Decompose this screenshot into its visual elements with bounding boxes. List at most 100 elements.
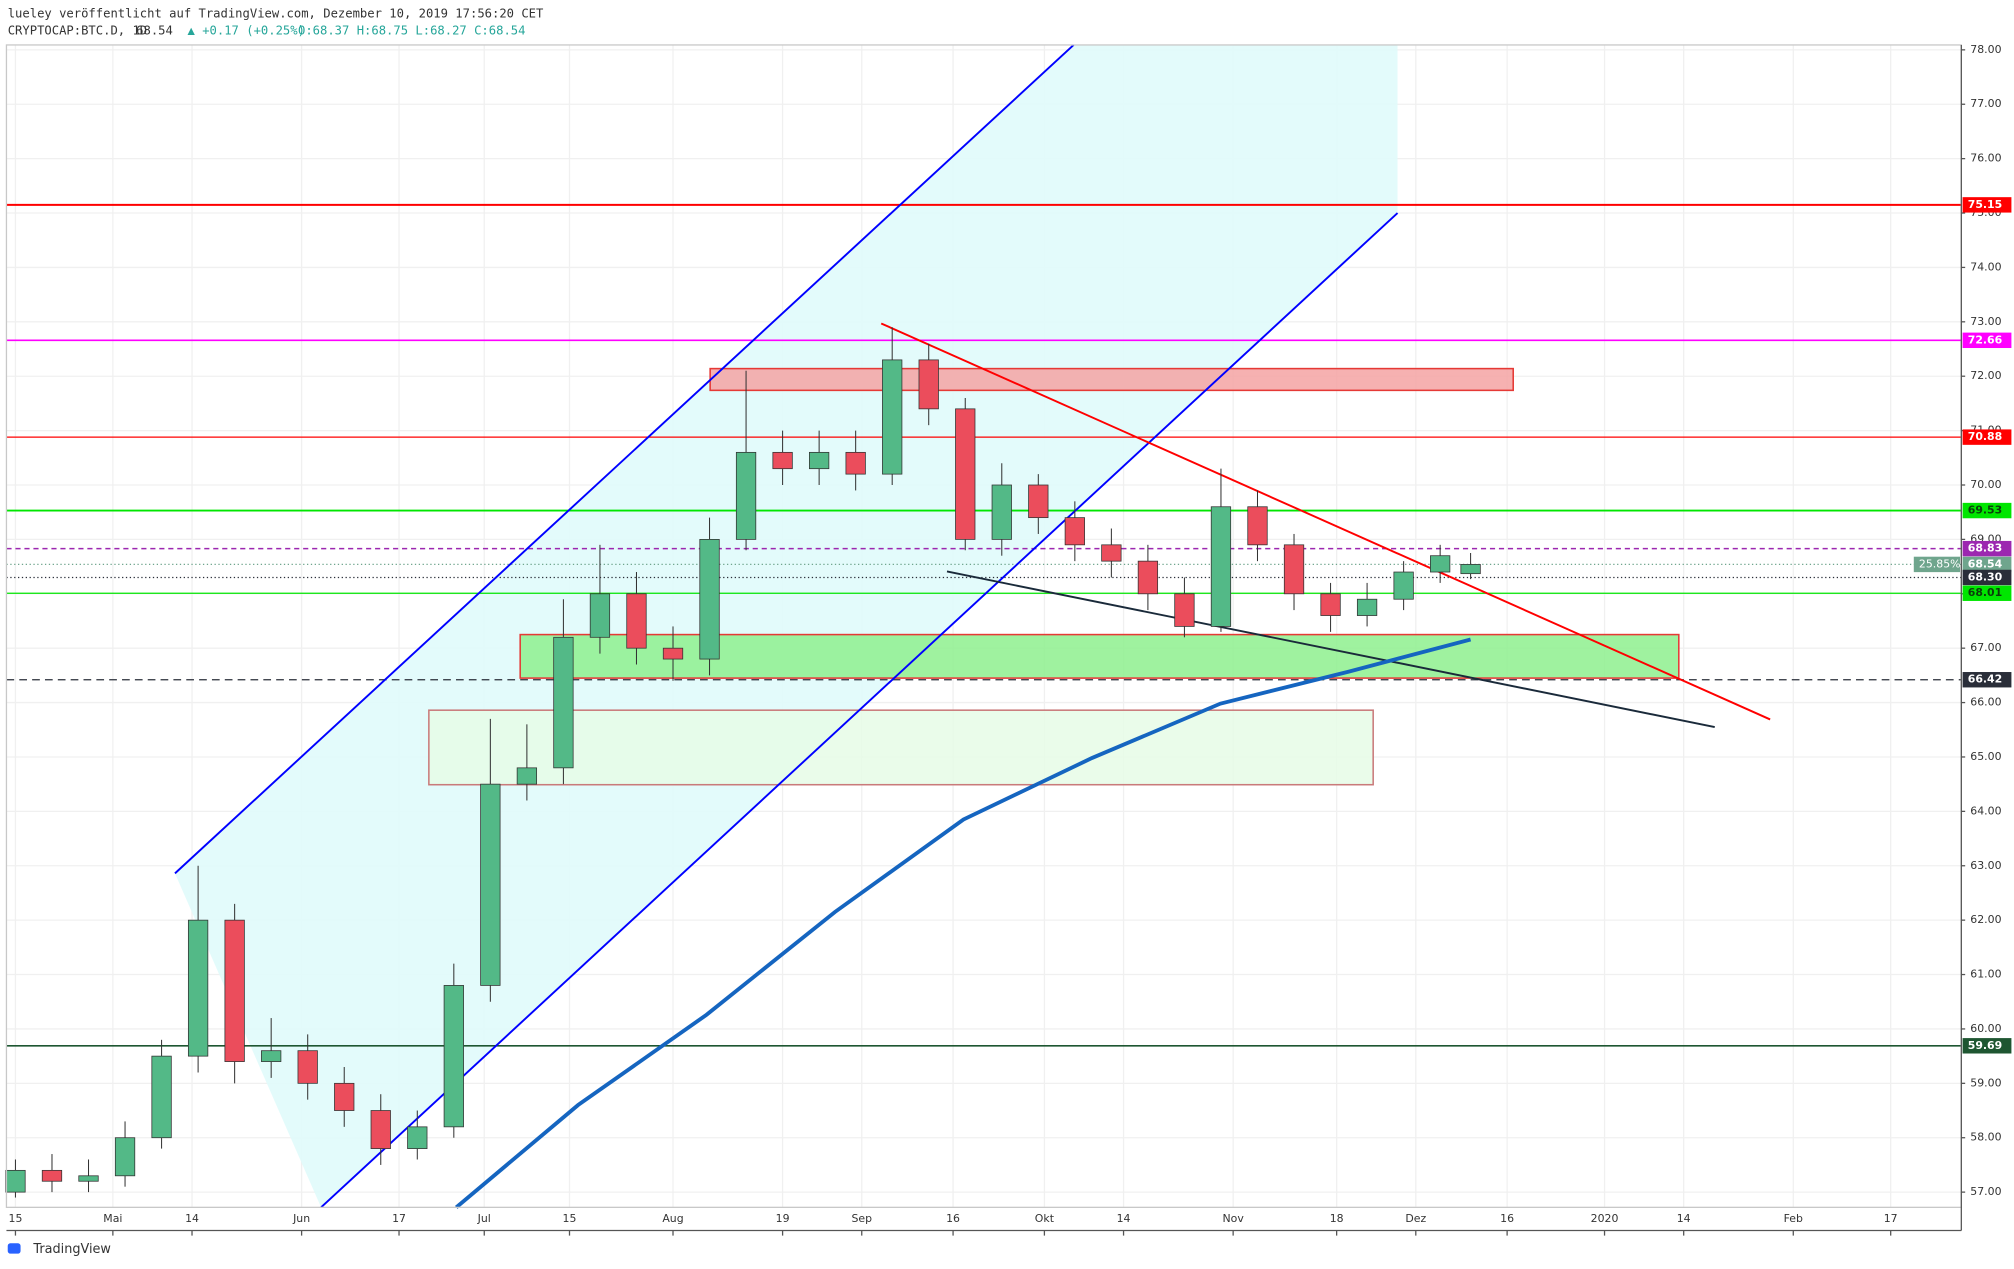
price-label-box bbox=[1962, 540, 2012, 557]
price-label-box bbox=[1962, 585, 2012, 601]
candle-body bbox=[845, 451, 866, 475]
x-tick-label: Feb bbox=[1784, 1212, 1803, 1225]
zone bbox=[428, 709, 1374, 786]
trend-line bbox=[946, 570, 1715, 728]
y-tick-label: 72.00 bbox=[1970, 369, 2001, 382]
candle-body bbox=[407, 1126, 428, 1149]
zone bbox=[709, 367, 1514, 392]
candle-body bbox=[662, 647, 684, 660]
candle-body bbox=[735, 451, 757, 540]
price-label: 70.88 bbox=[1968, 430, 2003, 443]
percent-label: 25.85% bbox=[1919, 557, 1961, 570]
logo-icon bbox=[7, 1243, 21, 1254]
candle-body bbox=[1320, 593, 1341, 616]
price-label-box bbox=[1962, 197, 2012, 213]
publisher: lueley veröffentlicht auf TradingView.co… bbox=[8, 7, 544, 21]
x-tick-label: Jul bbox=[477, 1212, 491, 1225]
candle-body bbox=[626, 593, 647, 649]
candle-body bbox=[918, 359, 939, 410]
x-tick-label: 14 bbox=[185, 1212, 199, 1225]
candle-body bbox=[955, 408, 976, 540]
y-tick-label: 57.00 bbox=[1970, 1185, 2001, 1198]
price-label-box bbox=[1962, 569, 2012, 586]
y-tick-label: 58.00 bbox=[1970, 1131, 2001, 1144]
y-tick-label: 61.00 bbox=[1970, 968, 2001, 981]
x-tick-label: Aug bbox=[662, 1212, 683, 1225]
x-tick-label: 16 bbox=[946, 1212, 960, 1225]
candle-body bbox=[297, 1050, 318, 1084]
x-tick-label: Mai bbox=[103, 1212, 122, 1225]
trend-line bbox=[880, 322, 1771, 721]
candle-body bbox=[772, 451, 793, 470]
trend-line bbox=[174, 44, 1075, 875]
candle-body bbox=[261, 1050, 282, 1062]
x-tick-label: 15 bbox=[563, 1212, 577, 1225]
price-label: 68.01 bbox=[1968, 586, 2003, 599]
price-label: 68.54 bbox=[1968, 557, 2003, 570]
y-tick-label: 73.00 bbox=[1970, 315, 2001, 328]
x-tick-label: 17 bbox=[392, 1212, 406, 1225]
brand: TradingView bbox=[32, 1242, 111, 1257]
candle-body bbox=[809, 451, 830, 470]
y-tick-label: 67.00 bbox=[1970, 641, 2001, 654]
candle-body bbox=[1174, 593, 1195, 627]
price-label: 69.53 bbox=[1968, 504, 2003, 517]
price-label: 59.69 bbox=[1968, 1039, 2003, 1052]
y-tick-label: 64.00 bbox=[1970, 804, 2001, 817]
price-label-box bbox=[1962, 672, 2012, 688]
x-tick-label: 16 bbox=[1500, 1212, 1514, 1225]
symbol: CRYPTOCAP:BTC.D, 1D bbox=[8, 23, 147, 37]
candle-body bbox=[114, 1137, 136, 1177]
y-tick-label: 78.00 bbox=[1970, 43, 2001, 56]
candle-body bbox=[370, 1110, 391, 1149]
y-tick-label: 63.00 bbox=[1970, 859, 2001, 872]
x-tick-label: Nov bbox=[1222, 1212, 1244, 1225]
y-tick-label: 76.00 bbox=[1970, 152, 2001, 165]
x-tick-label: Dez bbox=[1405, 1212, 1426, 1225]
trend-line bbox=[455, 637, 1472, 1209]
y-tick-label: 60.00 bbox=[1970, 1022, 2001, 1035]
change: ▲ +0.17 (+0.25%) bbox=[188, 23, 305, 37]
candle-body bbox=[516, 767, 538, 785]
candle-body bbox=[151, 1055, 172, 1139]
candle-body bbox=[1210, 506, 1232, 627]
zone bbox=[519, 633, 1680, 679]
y-tick-label: 66.00 bbox=[1970, 696, 2001, 709]
ohlc: O:68.37 H:68.75 L:68.27 C:68.54 bbox=[298, 23, 525, 37]
candle-body bbox=[882, 359, 903, 475]
candle-body bbox=[1430, 555, 1451, 573]
price-label: 68.30 bbox=[1968, 570, 2003, 583]
x-tick-label: 19 bbox=[776, 1212, 790, 1225]
candle-body bbox=[480, 783, 501, 986]
candle-body bbox=[553, 636, 574, 769]
x-tick-label: 18 bbox=[1330, 1212, 1344, 1225]
price-label: 75.15 bbox=[1968, 198, 2003, 211]
x-tick-label: 14 bbox=[1677, 1212, 1691, 1225]
y-tick-label: 62.00 bbox=[1970, 913, 2001, 926]
candle-body bbox=[334, 1082, 355, 1111]
candle-body bbox=[1137, 560, 1159, 595]
candle-body bbox=[78, 1175, 99, 1182]
candle-body bbox=[589, 593, 611, 638]
x-tick-label: 2020 bbox=[1591, 1212, 1619, 1225]
percent-label-box bbox=[1913, 556, 1961, 573]
candle-body bbox=[5, 1169, 26, 1193]
price-label-box bbox=[1962, 556, 2012, 573]
trend-line bbox=[320, 212, 1399, 1209]
price-label-box bbox=[1962, 332, 2012, 349]
y-tick-label: 65.00 bbox=[1970, 750, 2001, 763]
x-tick-label: Jun bbox=[292, 1212, 310, 1225]
y-tick-label: 74.00 bbox=[1970, 260, 2001, 273]
x-tick-label: 15 bbox=[9, 1212, 23, 1225]
y-tick-label: 77.00 bbox=[1970, 97, 2001, 110]
y-tick-label: 70.00 bbox=[1970, 478, 2001, 491]
price-label-box bbox=[1962, 502, 2012, 519]
candle-body bbox=[224, 919, 245, 1062]
candle-body bbox=[1101, 544, 1122, 562]
price-label-box bbox=[1962, 429, 2012, 445]
candle-body bbox=[1247, 506, 1268, 546]
candle-body bbox=[1460, 564, 1481, 575]
candle-body bbox=[443, 985, 464, 1128]
